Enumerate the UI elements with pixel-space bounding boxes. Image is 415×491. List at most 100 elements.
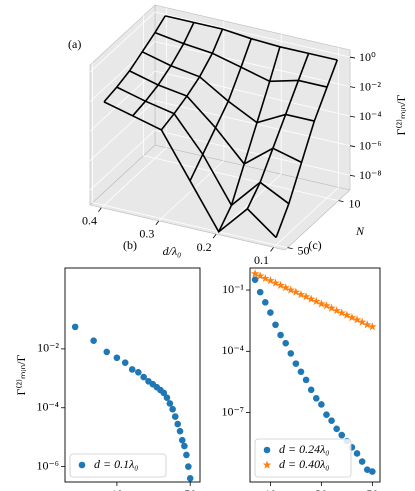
y-tick-label: 10⁻¹ [222,282,244,296]
tick-mark [155,220,160,226]
star-marker [357,317,367,326]
grid-line [89,100,156,161]
y-tick-label: 10⁻⁴ [221,343,244,357]
x-tick-label: 0.3 [139,227,154,241]
point [328,417,335,425]
star-marker [291,287,301,296]
star-marker [281,283,290,292]
star-marker [276,280,285,289]
legend-label: d = 0.40λ₀ [279,457,329,471]
wire-line [132,22,195,117]
star-marker [266,276,275,285]
point [353,450,361,457]
x-tick-label: 30 [315,487,327,491]
point [174,420,182,428]
plot-frame [249,267,381,483]
point [297,368,305,376]
x-tick-label: 0.2 [197,240,212,254]
y-tick-label: 10 [349,196,361,210]
panel-label: (a) [68,37,81,51]
point [302,376,310,384]
star-marker [250,269,260,278]
point [135,369,142,376]
tick-mark [349,115,356,118]
point [333,425,340,433]
grid-line [89,41,156,102]
point [277,331,284,339]
star-marker [286,285,296,294]
grid-line [154,11,351,58]
star-marker [255,271,265,280]
point [267,309,274,316]
y-tick-label: 10⁻⁷ [221,404,244,418]
z-tick-label: 10⁻⁶ [359,138,382,152]
star-marker [362,320,372,329]
grid-line [92,202,288,249]
point [338,431,346,439]
wire-line [246,53,310,210]
point [369,468,376,475]
wire-line [103,15,166,103]
point [251,276,259,284]
point [272,321,279,329]
point [176,427,184,435]
star-marker [271,278,280,287]
x-tick-label: 0.1 [254,253,269,267]
point [171,413,179,420]
grid-line [154,70,351,117]
point [323,411,330,418]
point [312,395,320,402]
x-tick-label: 10 [111,487,123,491]
grid-line [89,11,156,73]
x-tick-label: 0.4 [82,213,97,227]
point [186,475,194,482]
x-tick-label: 50 [366,487,378,491]
tick-mark [287,247,293,250]
y-tick-label: 10⁻⁶ [36,458,59,472]
grid-line [89,70,156,132]
legend-marker [262,460,272,469]
point [282,339,289,347]
point [113,354,121,362]
y-tick-label: 10⁻² [37,341,59,355]
point [185,463,192,470]
point [103,348,111,356]
y-tick-label: 10⁻⁴ [36,399,59,413]
star-marker [296,290,306,299]
star-marker [332,306,341,315]
wire-line [160,28,224,131]
legend-marker [263,446,271,454]
y-tick-label: 50 [298,243,310,257]
tick-mark [349,145,356,148]
point [71,323,79,331]
star-marker [327,303,336,312]
z-axis-label: Γ⁽²⁾ₘᵢₙ/Γ [394,94,408,135]
point [287,350,295,357]
point [292,360,300,367]
legend-box [69,453,167,478]
point [183,451,190,459]
tick-mark [349,86,356,88]
star-marker [347,313,357,322]
point [90,337,97,344]
legend-marker [78,461,86,469]
x-tick-label: 10 [264,487,276,491]
point [121,359,129,366]
point [261,299,269,306]
tick-mark [338,200,344,202]
z-tick-label: 10⁻² [359,79,381,93]
star-marker [337,308,347,317]
y-axis-label: Γ⁽²⁾ₘᵢₙ/Γ [14,354,28,395]
point [181,442,188,450]
grid-line [143,155,339,201]
x-axis-label: d/λ₀ [163,244,182,258]
point [358,458,366,465]
point [169,405,176,413]
star-marker [352,315,362,324]
point [166,400,174,407]
grid-line [273,187,339,248]
panel-label: (b) [123,238,137,252]
pane-side [89,4,156,206]
